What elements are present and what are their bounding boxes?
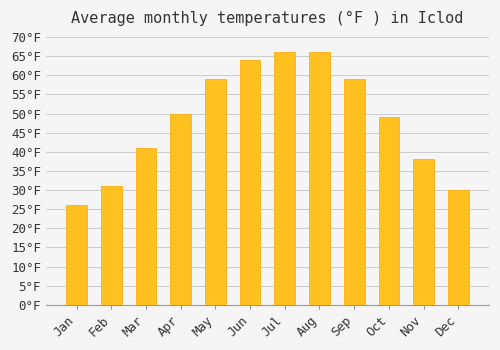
Bar xyxy=(240,60,260,305)
Bar xyxy=(101,186,121,305)
Title: Average monthly temperatures (°F ) in Iclod: Average monthly temperatures (°F ) in Ic… xyxy=(71,11,464,26)
Bar xyxy=(274,52,295,305)
Bar xyxy=(66,205,87,305)
Bar xyxy=(344,79,364,305)
Bar xyxy=(378,117,400,305)
Bar xyxy=(205,79,226,305)
Bar xyxy=(170,113,191,305)
Bar xyxy=(309,52,330,305)
Bar xyxy=(413,159,434,305)
Bar xyxy=(448,190,469,305)
Bar xyxy=(136,148,156,305)
